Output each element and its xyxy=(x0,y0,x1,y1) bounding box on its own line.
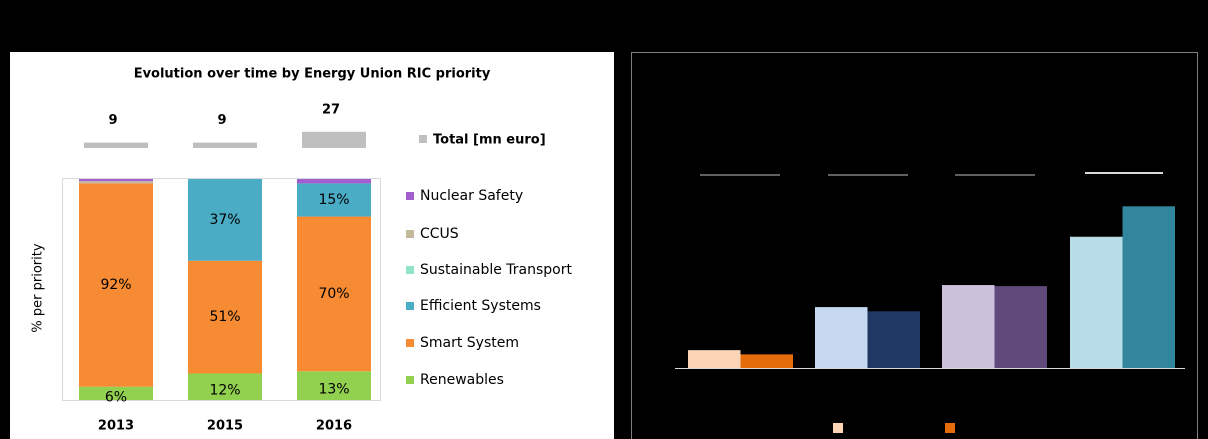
bar-segment xyxy=(79,181,153,184)
x-tick-label: 2016 xyxy=(316,419,352,434)
total-bar xyxy=(193,142,257,148)
legend-label: Total [mn euro] xyxy=(433,133,546,148)
legend-swatch xyxy=(419,135,427,143)
legend-label: Sustainable Transport xyxy=(420,262,573,278)
legend-swatch xyxy=(406,192,414,200)
bar xyxy=(688,350,741,368)
data-label: 92% xyxy=(100,277,131,293)
bar xyxy=(815,307,868,368)
bar-segment xyxy=(297,216,371,372)
bar-segment xyxy=(188,260,262,374)
data-label: 12% xyxy=(209,383,240,399)
plot-frame xyxy=(62,178,381,401)
data-label: 70% xyxy=(318,286,349,302)
y-axis-label: % per priority xyxy=(31,243,46,332)
data-label: 15% xyxy=(318,192,349,208)
legend-label: Efficient Systems xyxy=(420,298,541,314)
legend-swatch xyxy=(406,376,414,384)
bar xyxy=(994,286,1047,368)
bar-segment xyxy=(188,373,262,400)
x-tick-label: 2013 xyxy=(98,419,134,434)
bar xyxy=(867,311,920,368)
data-label: 6% xyxy=(105,389,127,405)
total-label: 9 xyxy=(108,113,117,128)
bar xyxy=(1122,206,1175,368)
legend-label: Renewables xyxy=(420,372,504,388)
total-bar xyxy=(302,131,366,148)
bar-segment xyxy=(297,371,371,400)
chart-title: Evolution over time by Energy Union RIC … xyxy=(134,67,491,82)
legend-swatch xyxy=(833,423,843,433)
bar-segment xyxy=(297,183,371,217)
legend-swatch xyxy=(945,423,955,433)
bar-segment xyxy=(79,386,153,400)
bar-segment xyxy=(188,179,262,261)
legend-label: CCUS xyxy=(420,226,459,242)
data-label: 13% xyxy=(318,382,349,398)
data-label: 51% xyxy=(209,309,240,325)
bar xyxy=(942,285,995,368)
bar xyxy=(1070,236,1123,368)
legend-label: Smart System xyxy=(420,335,519,351)
bar-segment xyxy=(297,179,371,184)
total-label: 9 xyxy=(217,113,226,128)
bar-segment xyxy=(79,183,153,387)
legend-swatch xyxy=(406,266,414,274)
bar xyxy=(740,354,793,368)
legend-swatch xyxy=(406,302,414,310)
x-tick-label: 2015 xyxy=(207,419,243,434)
legend-swatch xyxy=(406,339,414,347)
total-label: 27 xyxy=(322,102,340,117)
bar-segment xyxy=(79,179,153,182)
total-bar xyxy=(84,142,148,148)
legend-swatch xyxy=(406,230,414,238)
data-label: 37% xyxy=(209,212,240,228)
legend-label: Nuclear Safety xyxy=(420,188,523,204)
